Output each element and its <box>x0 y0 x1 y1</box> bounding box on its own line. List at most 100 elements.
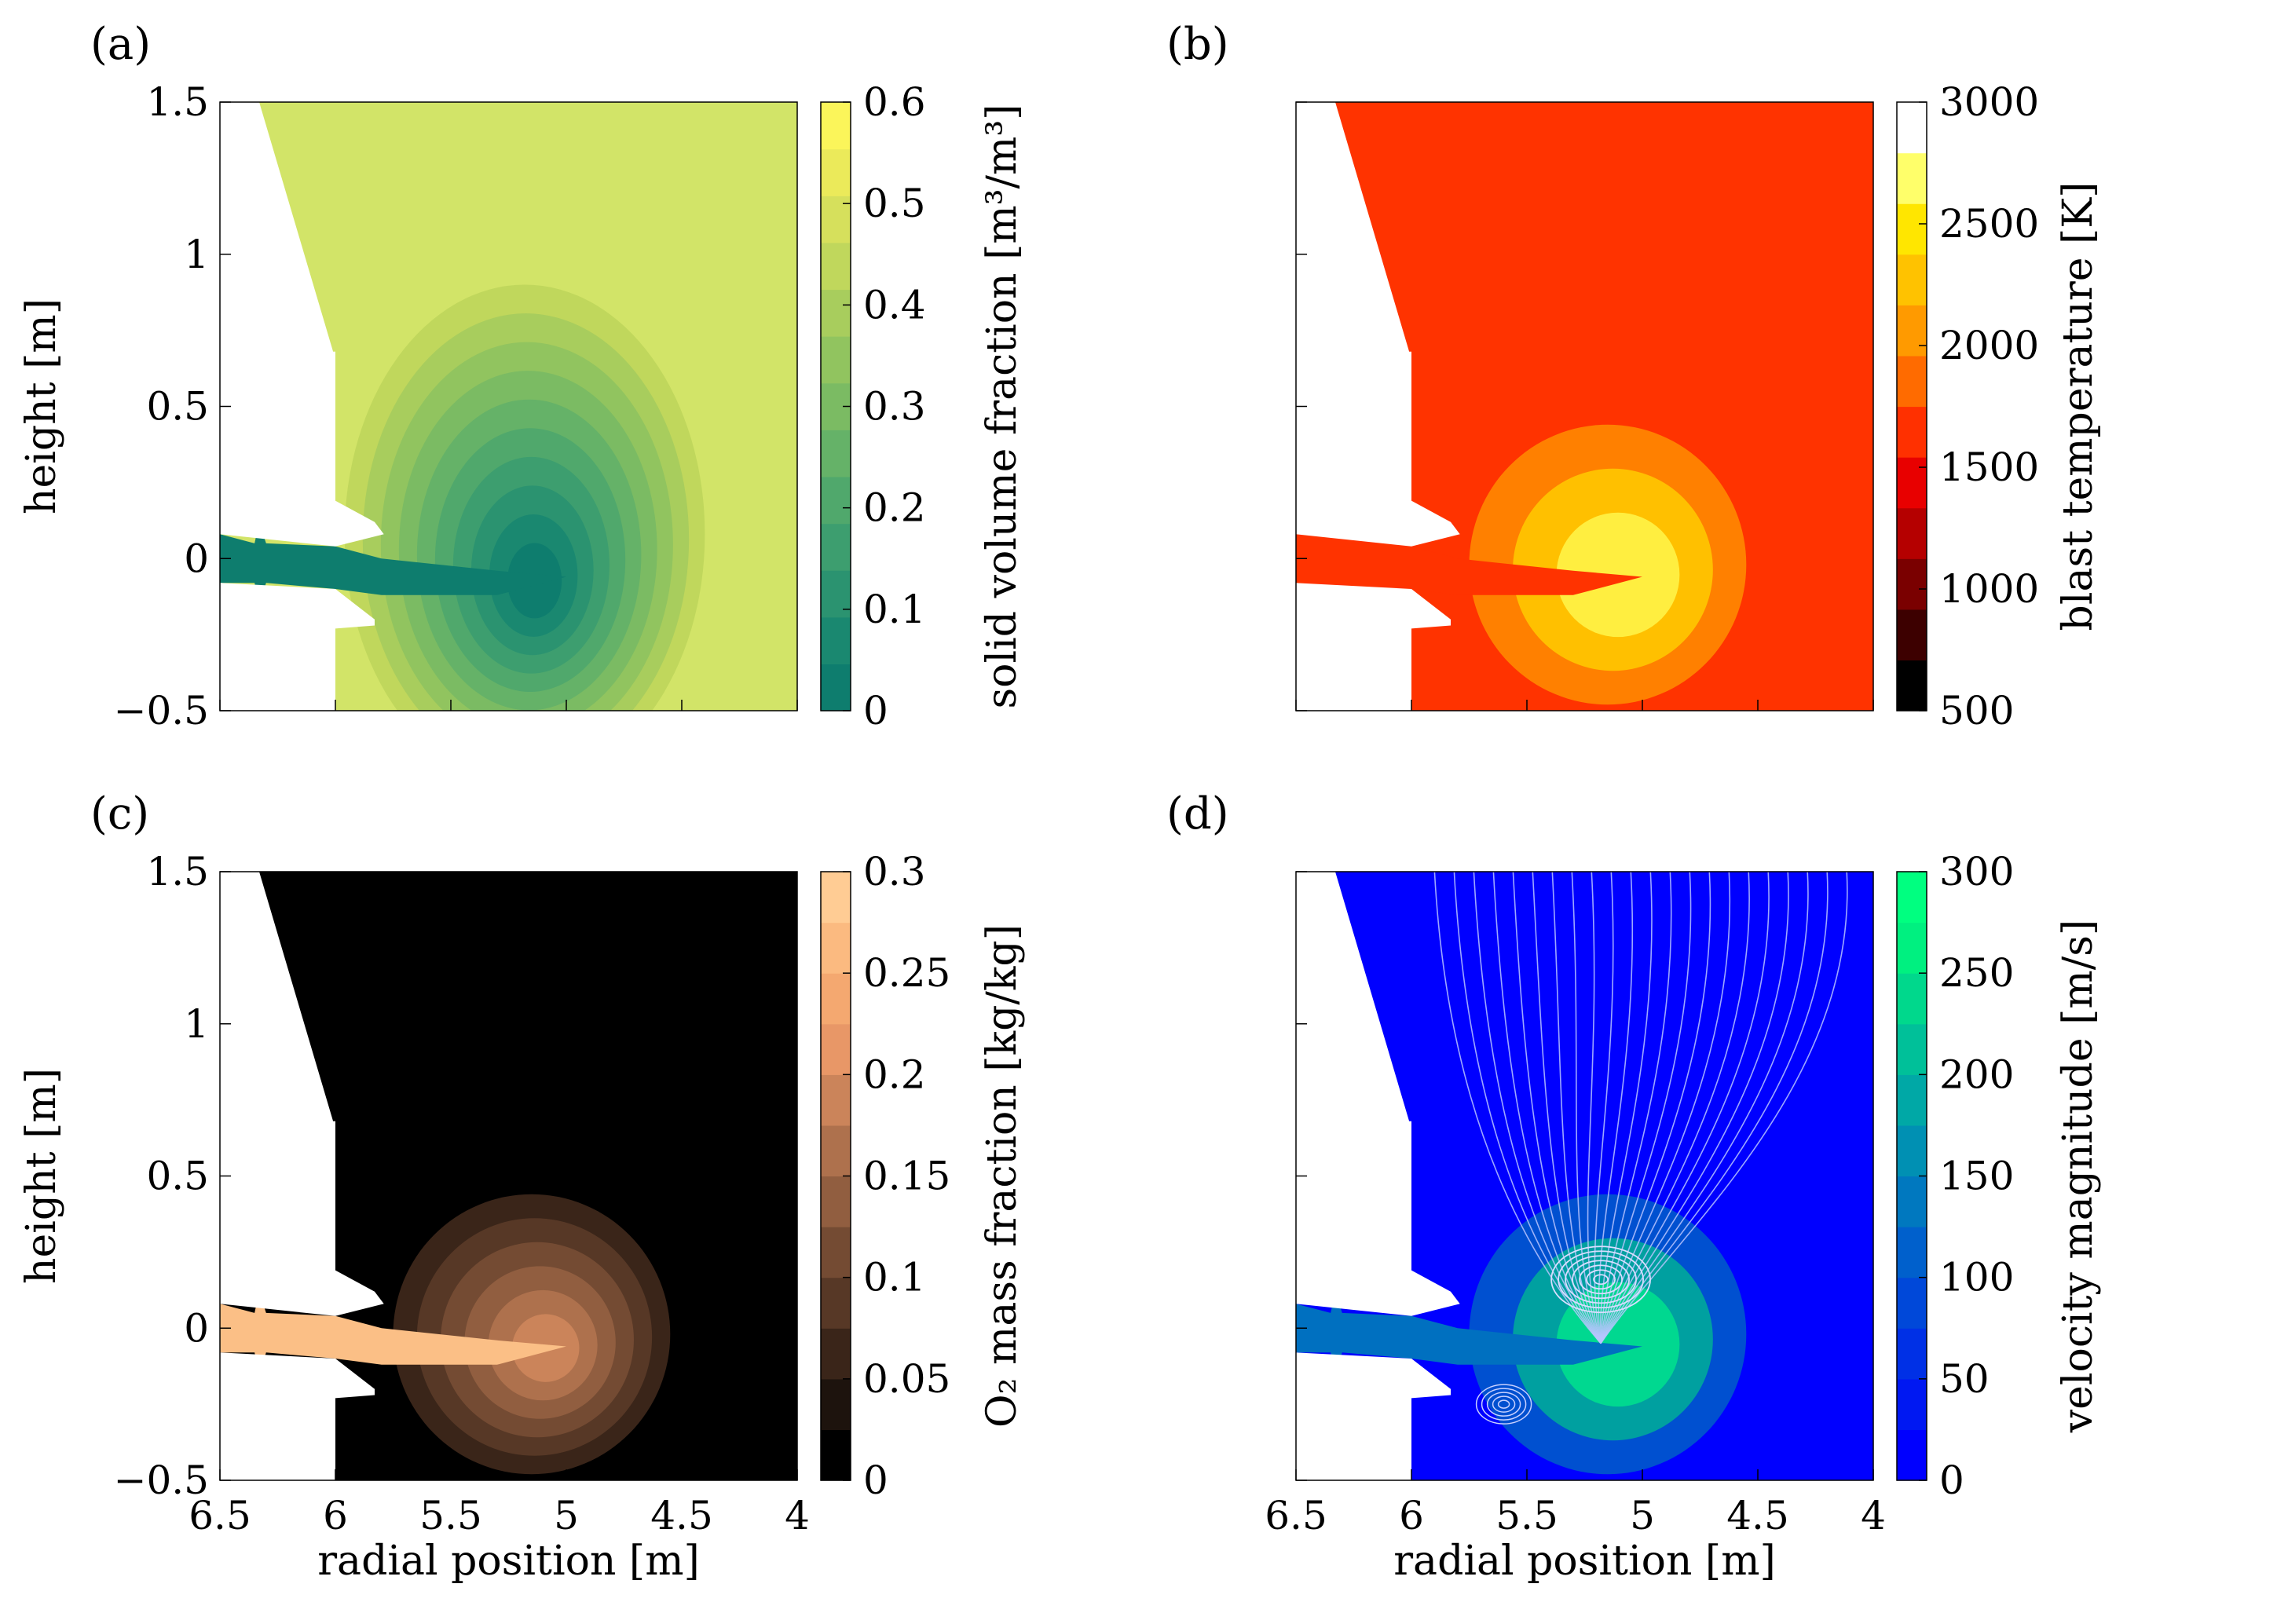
colorbar-segment <box>1897 660 1927 711</box>
colorbar-segment <box>1897 1023 1927 1075</box>
plot-area-c <box>220 872 797 1480</box>
streamline <box>1433 872 1602 1344</box>
streamline <box>1600 872 1711 1344</box>
colorbar-segment <box>1897 1328 1927 1380</box>
colorbar-segment <box>821 973 851 1025</box>
colorbar-segment <box>821 664 851 711</box>
colorbar-segment <box>821 148 851 196</box>
wall-lower <box>220 1352 375 1480</box>
colorbar-tick-label: 0.3 <box>863 384 926 430</box>
wall-lower <box>1296 1352 1451 1480</box>
vortex-ring <box>1593 1274 1609 1286</box>
plot-area-b <box>1296 102 1873 711</box>
colorbar-tick-label: 1000 <box>1939 566 2039 612</box>
streamline <box>1600 872 1848 1344</box>
colorbar-tick-label: 100 <box>1939 1255 2014 1300</box>
colorbar-segment <box>821 1023 851 1075</box>
vortex-ring <box>1497 1399 1510 1409</box>
x-tick-label: 5.5 <box>1495 1493 1558 1538</box>
vortex-ring <box>1579 1264 1623 1295</box>
colorbar-tick-label: 0.05 <box>863 1356 950 1402</box>
wall-upper <box>1296 872 1460 1316</box>
panel-label: (b) <box>1166 19 1229 70</box>
x-tick-label: 6.5 <box>1265 1493 1327 1538</box>
colorbar-segment <box>1897 1378 1927 1431</box>
streamline <box>1599 872 1653 1344</box>
y-tick-label: 1 <box>184 1001 209 1047</box>
x-tick-label: 5.5 <box>419 1493 482 1538</box>
wall-upper <box>220 872 384 1316</box>
x-tick-label: 4.5 <box>650 1493 713 1538</box>
x-tick-label: 4 <box>785 1493 810 1538</box>
colorbar-segment <box>1897 152 1927 204</box>
y-axis-label: height [m] <box>18 298 65 514</box>
panel-d: 6.5 6 5.5 5 4.5 4 (d) radial position [m] 0 50 100… <box>1166 788 2102 1585</box>
x-tick-label: 5 <box>554 1493 579 1538</box>
colorbar-segment <box>1897 1429 1927 1481</box>
colorbar-tick-label: 2000 <box>1939 323 2039 368</box>
streamline <box>1600 872 1829 1344</box>
colorbar-tick-label: 50 <box>1939 1356 1990 1402</box>
vortex-ring <box>1492 1395 1516 1413</box>
y-axis-label: height [m] <box>18 1068 65 1284</box>
y-tick-label: 0.5 <box>146 384 209 430</box>
colorbar-segment <box>1897 457 1927 509</box>
colorbar-segment <box>821 289 851 337</box>
x-tick-label: 4 <box>1861 1493 1886 1538</box>
colorbar-label: O₂ mass fraction [kg/kg] <box>979 924 1026 1428</box>
tuyere-jet <box>1296 521 1642 605</box>
vortex-ring <box>1486 1392 1521 1417</box>
colorbar-segment <box>1897 355 1927 408</box>
colorbar-tick-label: 0.15 <box>863 1154 950 1199</box>
colorbar-segment <box>1897 609 1927 661</box>
colorbar-segment <box>821 242 851 291</box>
colorbar-segment <box>821 336 851 384</box>
y-tick-label: −0.5 <box>114 688 209 733</box>
x-tick-label: 6 <box>323 1493 348 1538</box>
colorbar-segment <box>1897 1074 1927 1126</box>
colorbar-tick-label: 0 <box>863 1458 888 1503</box>
panel-label: (c) <box>90 788 149 839</box>
colorbar-tick-label: 0.5 <box>863 181 926 226</box>
colorbar-segment <box>821 616 851 664</box>
colorbar-segment <box>1897 1125 1927 1177</box>
colorbar-tick-label: 150 <box>1939 1154 2014 1199</box>
tuyere-jet <box>1296 1291 1642 1374</box>
colorbar-tick-label: 0.3 <box>863 849 926 894</box>
colorbar-frame <box>1896 101 1927 711</box>
colorbar-tick-label: 0.2 <box>863 1052 926 1097</box>
streamline <box>1594 872 1614 1344</box>
vortex-ring <box>1586 1269 1616 1290</box>
x-tick-label: 6.5 <box>189 1493 251 1538</box>
streamline <box>1600 872 1809 1344</box>
colorbar-segment <box>821 1277 851 1329</box>
x-tick-label: 4.5 <box>1726 1493 1789 1538</box>
vortex-ring <box>1558 1250 1644 1309</box>
colorbar-segment <box>821 1429 851 1481</box>
streamline <box>1598 872 1634 1344</box>
colorbar-segment <box>821 1125 851 1177</box>
wall-lower <box>220 583 375 711</box>
vortex-ring <box>1481 1388 1527 1421</box>
streamline <box>1512 872 1602 1344</box>
colorbar-segment <box>1897 1176 1927 1227</box>
vortex-ring <box>1550 1245 1651 1314</box>
panel-a: 1.5 1 0.5 0 −0.5 (a) height [m] 0 0.1 0.2 0.3 0.4 0.… <box>18 19 1026 733</box>
colorbar-tick-label: 0.4 <box>863 282 926 327</box>
x-tick-label: 6 <box>1399 1493 1424 1538</box>
streamline <box>1600 872 1672 1344</box>
streamline <box>1587 872 1602 1344</box>
wall-upper <box>220 102 384 547</box>
colorbar-segment <box>1897 203 1927 255</box>
colorbar-segment <box>821 1227 851 1278</box>
colorbar-tick-label: 500 <box>1939 688 2014 733</box>
colorbar-tick-label: 0.6 <box>863 79 926 125</box>
colorbar-label: blast temperature [K] <box>2055 182 2102 631</box>
colorbar-tick-label: 0.1 <box>863 1255 926 1300</box>
colorbar-segment <box>821 922 851 974</box>
x-axis-label: radial position [m] <box>317 1538 700 1585</box>
colorbar-segment <box>1897 973 1927 1025</box>
streamline <box>1453 872 1602 1344</box>
colorbar-segment <box>1897 922 1927 974</box>
